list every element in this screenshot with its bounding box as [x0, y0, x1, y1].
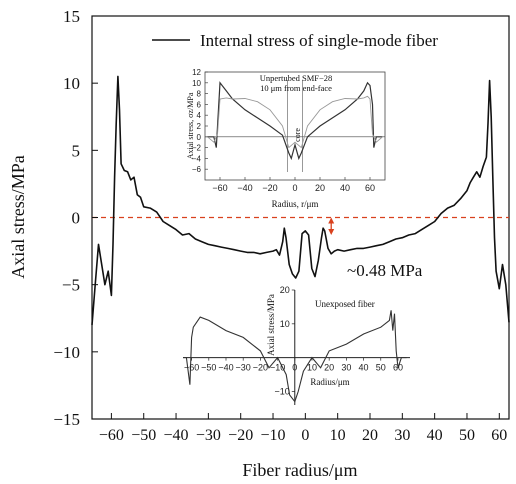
inset-top-x-tick-label: 0	[292, 183, 297, 193]
inset-top-y-tick-label: 4	[197, 111, 202, 120]
inset-bottom-y-tick-label: 10	[280, 319, 290, 329]
inset-bottom-x-tick-label: 0	[292, 363, 297, 373]
inset-bottom-series-line	[183, 310, 407, 403]
inset-bottom-x-tick-label: −50	[201, 363, 216, 373]
x-tick-label: −20	[228, 427, 253, 444]
x-axis-label: Fiber radius/μm	[242, 460, 357, 480]
inset-top-x-tick-label: 20	[315, 183, 325, 193]
inset-bottom-x-tick-label: −40	[218, 363, 233, 373]
main-series-line	[91, 75, 510, 326]
inset-top-background	[150, 64, 390, 214]
inset-top-y-tick-label: −2	[192, 144, 202, 153]
inset-bottom-x-tick-label: −30	[236, 363, 251, 373]
inset-bottom-background	[180, 283, 412, 411]
inset-bottom-x-tick-label: 30	[341, 363, 351, 373]
inset-top-y-tick-label: 6	[197, 100, 202, 109]
inset-top-series-line	[207, 81, 383, 161]
inset-bottom-y-tick-label: 20	[280, 285, 290, 295]
annotation: ~0.48 MPa	[328, 217, 423, 280]
inset-top-y-tick-label: −6	[192, 165, 202, 174]
inset-top-y-tick-label: −4	[192, 154, 202, 163]
inset-top-x-tick-label: 40	[340, 183, 350, 193]
inset-bottom-x-tick-label: 60	[393, 363, 403, 373]
inset-bottom-y-tick-label: −10	[274, 386, 289, 396]
y-tick-label: 0	[72, 209, 81, 228]
inset-bottom-x-tick-label: −10	[270, 363, 285, 373]
x-tick-label: −50	[131, 427, 156, 444]
legend: Internal stress of single-mode fiber	[152, 31, 438, 50]
annotation-arrowhead-bottom	[328, 228, 335, 235]
inset-bottom-y-axis-label: Axial stress/MPa	[266, 294, 276, 356]
inset-top-y-tick-label: 2	[197, 122, 202, 131]
x-tick-label: 60	[491, 427, 507, 444]
inset-top-x-tick-label: 60	[365, 183, 375, 193]
y-axis-label: Axial stress/MPa	[8, 155, 28, 279]
inset-bottom-x-tick-label: 40	[359, 363, 369, 373]
inset-top-y-tick-label: 12	[192, 68, 201, 77]
main-axis-ticks: −60 −50 −40 −30 −20 −10 0 10 20 30 40 50 60151050−5−…	[53, 7, 507, 444]
y-tick-label: 5	[72, 141, 81, 160]
inset-bottom-x-tick-label: −60	[184, 363, 199, 373]
inset-top-y-tick-label: 0	[197, 133, 202, 142]
annotation-label: ~0.48 MPa	[347, 261, 423, 280]
inset-top-series-line	[207, 95, 383, 149]
inset-top-core-label: core	[293, 128, 302, 142]
y-tick-label: −10	[53, 343, 80, 362]
inset-bottom-x-tick-label: 10	[307, 363, 317, 373]
x-tick-label: −30	[196, 427, 221, 444]
y-tick-label: 10	[63, 74, 80, 93]
x-tick-label: 40	[427, 427, 443, 444]
inset-top-y-tick-label: 8	[197, 90, 202, 99]
x-tick-label: 10	[330, 427, 346, 444]
x-tick-label: 20	[362, 427, 378, 444]
y-tick-label: −5	[62, 276, 80, 295]
inset-bottom-x-tick-label: 50	[376, 363, 386, 373]
inset-top-y-tick-label: 10	[192, 79, 201, 88]
x-tick-label: −60	[99, 427, 124, 444]
annotation-arrowhead-top	[328, 217, 335, 224]
x-tick-label: 30	[394, 427, 410, 444]
y-tick-label: 15	[63, 7, 80, 26]
inset-top-x-tick-label: −40	[237, 183, 252, 193]
inset-top-title-line1: Unpertubed SMF−28	[260, 73, 333, 83]
inset-bottom-x-axis-label: Radius/μm	[310, 377, 349, 387]
inset-top: −60 −40 −20 0 20 40 60121086420−2−4−6Unpertube…	[150, 64, 390, 214]
inset-top-title-line2: 10 μm from end-face	[260, 83, 332, 93]
inset-top-x-tick-label: −20	[262, 183, 277, 193]
inset-bottom-x-tick-label: −20	[253, 363, 268, 373]
inset-top-x-axis-label: Radius, r/μm	[272, 199, 319, 209]
legend-label: Internal stress of single-mode fiber	[200, 31, 438, 50]
inset-bottom-label: Unexposed fiber	[315, 299, 375, 309]
inset-bottom: −60 −50 −40 −30 −20 −10 0 10 20 30 40 50 602010−10Un…	[180, 283, 412, 411]
x-tick-label: −10	[261, 427, 286, 444]
inset-top-x-tick-label: −60	[212, 183, 227, 193]
inset-bottom-x-tick-label: 20	[324, 363, 334, 373]
inset-top-y-axis-label: Axial stress, σz/MPa	[186, 92, 195, 159]
x-tick-label: 50	[459, 427, 475, 444]
x-tick-label: 0	[301, 427, 309, 444]
y-tick-label: −15	[53, 410, 80, 429]
x-tick-label: −40	[164, 427, 189, 444]
